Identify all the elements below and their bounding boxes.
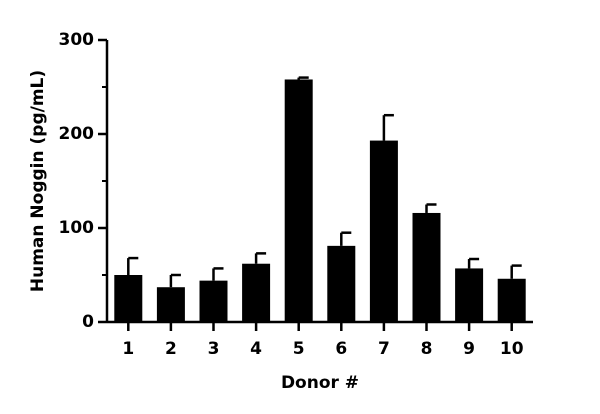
bar [156, 287, 185, 322]
y-axis-label: Human Noggin (pg/mL) [28, 70, 48, 292]
bar [369, 140, 398, 322]
bar [114, 275, 143, 322]
x-tick-label: 9 [463, 339, 475, 359]
bar [412, 212, 441, 322]
x-tick-label: 10 [500, 339, 524, 359]
bar [327, 245, 356, 322]
x-tick-label: 6 [335, 339, 347, 359]
y-tick-label: 300 [59, 30, 95, 50]
y-tick-label: 100 [59, 218, 95, 238]
x-axis-label: Donor # [281, 373, 359, 393]
y-tick-label: 200 [59, 124, 95, 144]
x-tick-label: 8 [421, 339, 433, 359]
bar [497, 278, 526, 322]
x-tick-label: 1 [122, 339, 134, 359]
y-tick-label: 0 [82, 312, 94, 332]
bar [284, 79, 313, 322]
bar [455, 268, 484, 322]
x-tick-label: 3 [208, 339, 220, 359]
x-tick-label: 4 [250, 339, 262, 359]
x-tick-label: 2 [165, 339, 177, 359]
bar [242, 263, 271, 322]
bar [199, 280, 228, 322]
x-tick-label: 5 [293, 339, 305, 359]
x-tick-label: 7 [378, 339, 390, 359]
